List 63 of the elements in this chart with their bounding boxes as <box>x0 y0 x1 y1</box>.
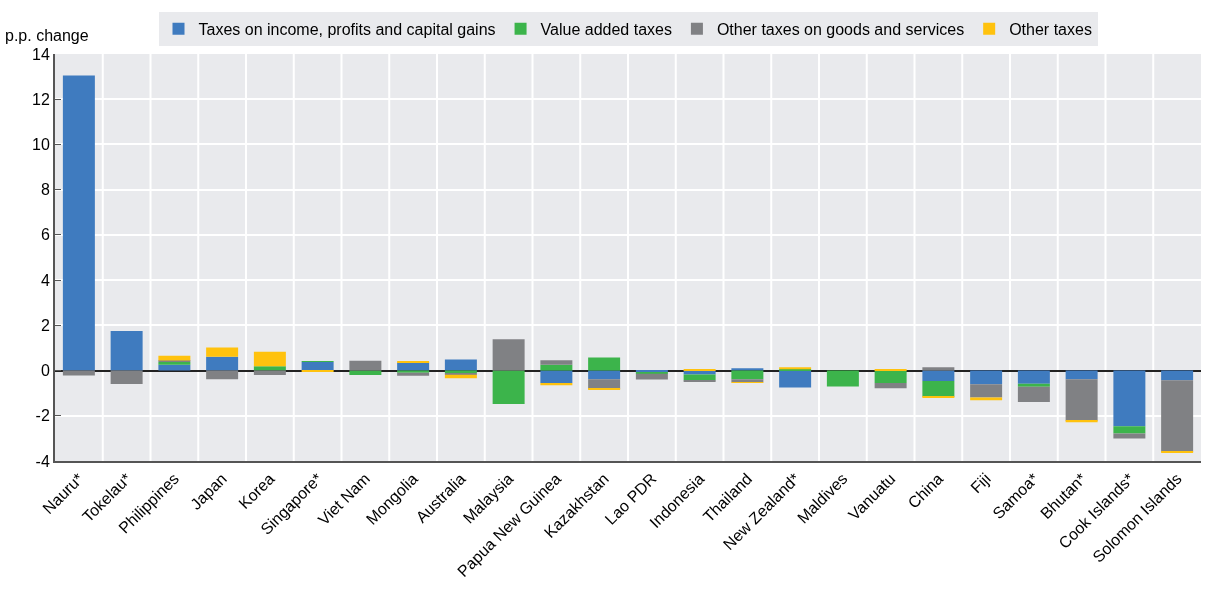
bar <box>779 370 812 388</box>
bar <box>1161 370 1194 381</box>
bar <box>158 364 191 371</box>
bar <box>1017 370 1050 384</box>
y-tick-label: 14 <box>32 45 50 63</box>
y-tick-label: 10 <box>32 136 50 154</box>
bar <box>922 367 955 371</box>
y-tick-label: 8 <box>40 181 50 199</box>
y-tick-label: 4 <box>40 271 50 289</box>
legend-label: Taxes on income, profits and capital gains <box>198 21 496 38</box>
bar <box>970 397 1003 401</box>
y-tick-label: 0 <box>40 362 50 380</box>
bar <box>206 356 239 371</box>
bar <box>110 330 143 371</box>
bar <box>349 360 382 371</box>
y-tick-label: 2 <box>40 316 50 334</box>
y-tick-label: -4 <box>35 452 50 470</box>
bar <box>492 370 525 405</box>
bar <box>588 379 621 389</box>
bar <box>206 347 239 357</box>
bar <box>731 368 764 371</box>
bar <box>1017 383 1050 387</box>
bar <box>301 361 334 371</box>
y-tick-label: -2 <box>35 407 50 425</box>
bar <box>874 370 907 383</box>
bar <box>206 370 239 380</box>
bar <box>62 75 95 371</box>
bar <box>540 364 573 371</box>
bar <box>683 374 716 381</box>
x-tick-label: Fiji <box>967 469 994 497</box>
bar <box>1065 370 1098 380</box>
bar <box>110 370 143 385</box>
bar <box>444 359 477 371</box>
bar <box>731 370 764 380</box>
bar <box>874 382 907 389</box>
bar <box>1113 433 1146 439</box>
bar <box>826 370 859 387</box>
bar <box>492 339 525 371</box>
bar <box>1017 386 1050 402</box>
bar <box>1113 426 1146 434</box>
legend-label: Value added taxes <box>540 21 672 38</box>
bar <box>922 380 955 397</box>
bar <box>397 362 430 371</box>
bar <box>62 370 95 376</box>
bar <box>253 366 286 371</box>
bar <box>970 370 1003 385</box>
bar <box>588 370 621 380</box>
bar <box>1113 370 1146 427</box>
y-axis-title: p.p. change <box>5 27 89 44</box>
bar <box>683 368 716 371</box>
bar <box>1161 380 1194 452</box>
legend-label: Other taxes <box>1009 21 1092 38</box>
bar <box>970 384 1003 398</box>
y-tick-label: 12 <box>32 90 50 108</box>
y-tick-label: 6 <box>40 226 50 244</box>
bar <box>635 373 668 380</box>
bar <box>1065 379 1098 421</box>
bar <box>540 360 573 365</box>
legend-label: Other taxes on goods and services <box>716 21 965 38</box>
bar <box>588 357 621 371</box>
bar <box>922 370 955 381</box>
bar <box>540 370 573 383</box>
bar <box>253 351 286 367</box>
